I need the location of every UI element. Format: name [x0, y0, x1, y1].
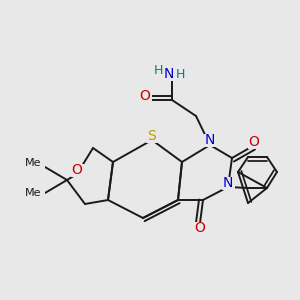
Text: N: N [164, 67, 174, 81]
FancyBboxPatch shape [21, 157, 45, 169]
FancyBboxPatch shape [21, 187, 45, 199]
FancyBboxPatch shape [70, 164, 83, 176]
FancyBboxPatch shape [248, 136, 260, 148]
FancyBboxPatch shape [152, 67, 185, 81]
FancyBboxPatch shape [146, 130, 158, 142]
Text: N: N [223, 176, 233, 190]
Text: H: H [175, 68, 185, 80]
FancyBboxPatch shape [221, 176, 235, 190]
Text: N: N [205, 133, 215, 147]
FancyBboxPatch shape [194, 221, 206, 235]
Text: S: S [148, 129, 156, 143]
Text: O: O [72, 163, 83, 177]
Text: O: O [249, 135, 260, 149]
FancyBboxPatch shape [203, 134, 217, 146]
Text: O: O [195, 221, 206, 235]
Text: O: O [140, 89, 150, 103]
Text: Me: Me [25, 188, 41, 198]
Text: H: H [153, 64, 163, 77]
Text: Me: Me [25, 158, 41, 168]
FancyBboxPatch shape [139, 89, 152, 103]
